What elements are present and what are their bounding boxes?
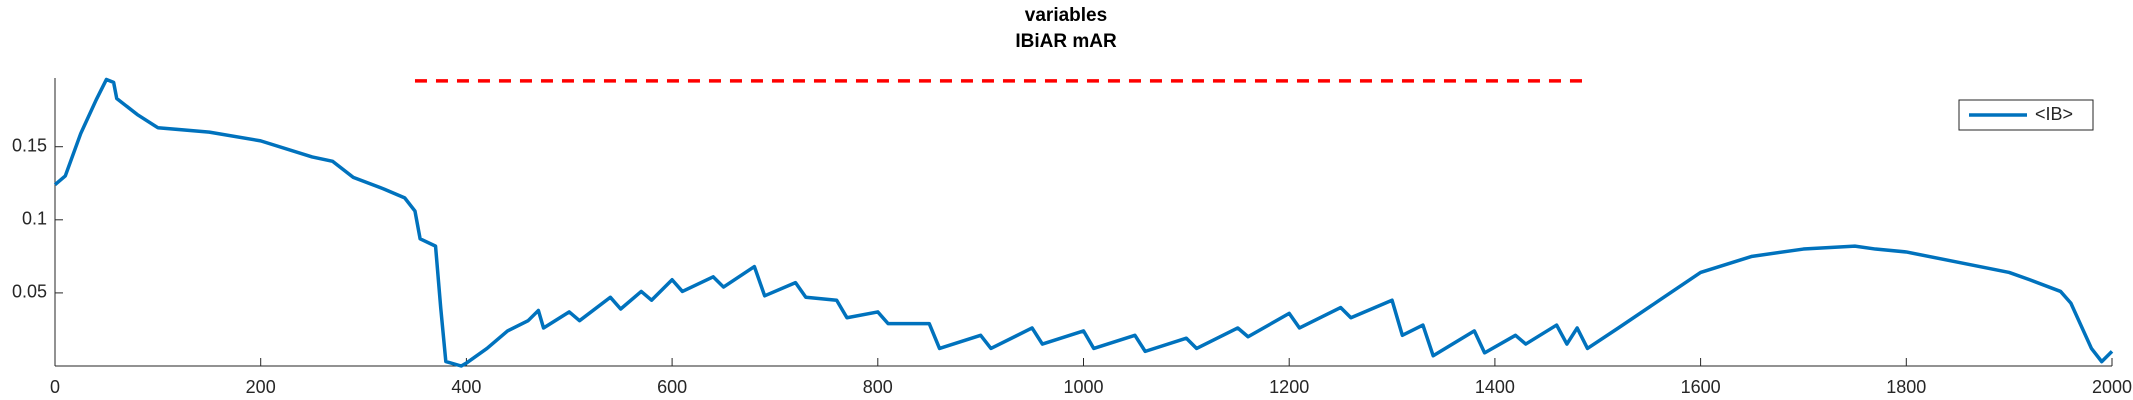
- x-tick-label: 1000: [1063, 377, 1103, 397]
- x-tick-label: 0: [50, 377, 60, 397]
- x-tick-label: 1800: [1886, 377, 1926, 397]
- x-tick-label: 1200: [1269, 377, 1309, 397]
- x-tick-label: 800: [863, 377, 893, 397]
- x-tick-label: 2000: [2092, 377, 2132, 397]
- chart-subtitle: IBiAR mAR: [1015, 31, 1117, 52]
- x-tick-label: 400: [451, 377, 481, 397]
- legend-label: <IB>: [2035, 104, 2073, 124]
- x-tick-label: 600: [657, 377, 687, 397]
- data-line: [53, 77, 2114, 368]
- y-tick-label: 0.1: [22, 209, 47, 229]
- x-tick-label: 200: [246, 377, 276, 397]
- y-tick-label: 0.15: [12, 135, 47, 155]
- y-tick-label: 0.05: [12, 282, 47, 302]
- chart-title: variables: [1025, 5, 1107, 26]
- x-tick-label: 1400: [1475, 377, 1515, 397]
- x-tick-label: 1600: [1681, 377, 1721, 397]
